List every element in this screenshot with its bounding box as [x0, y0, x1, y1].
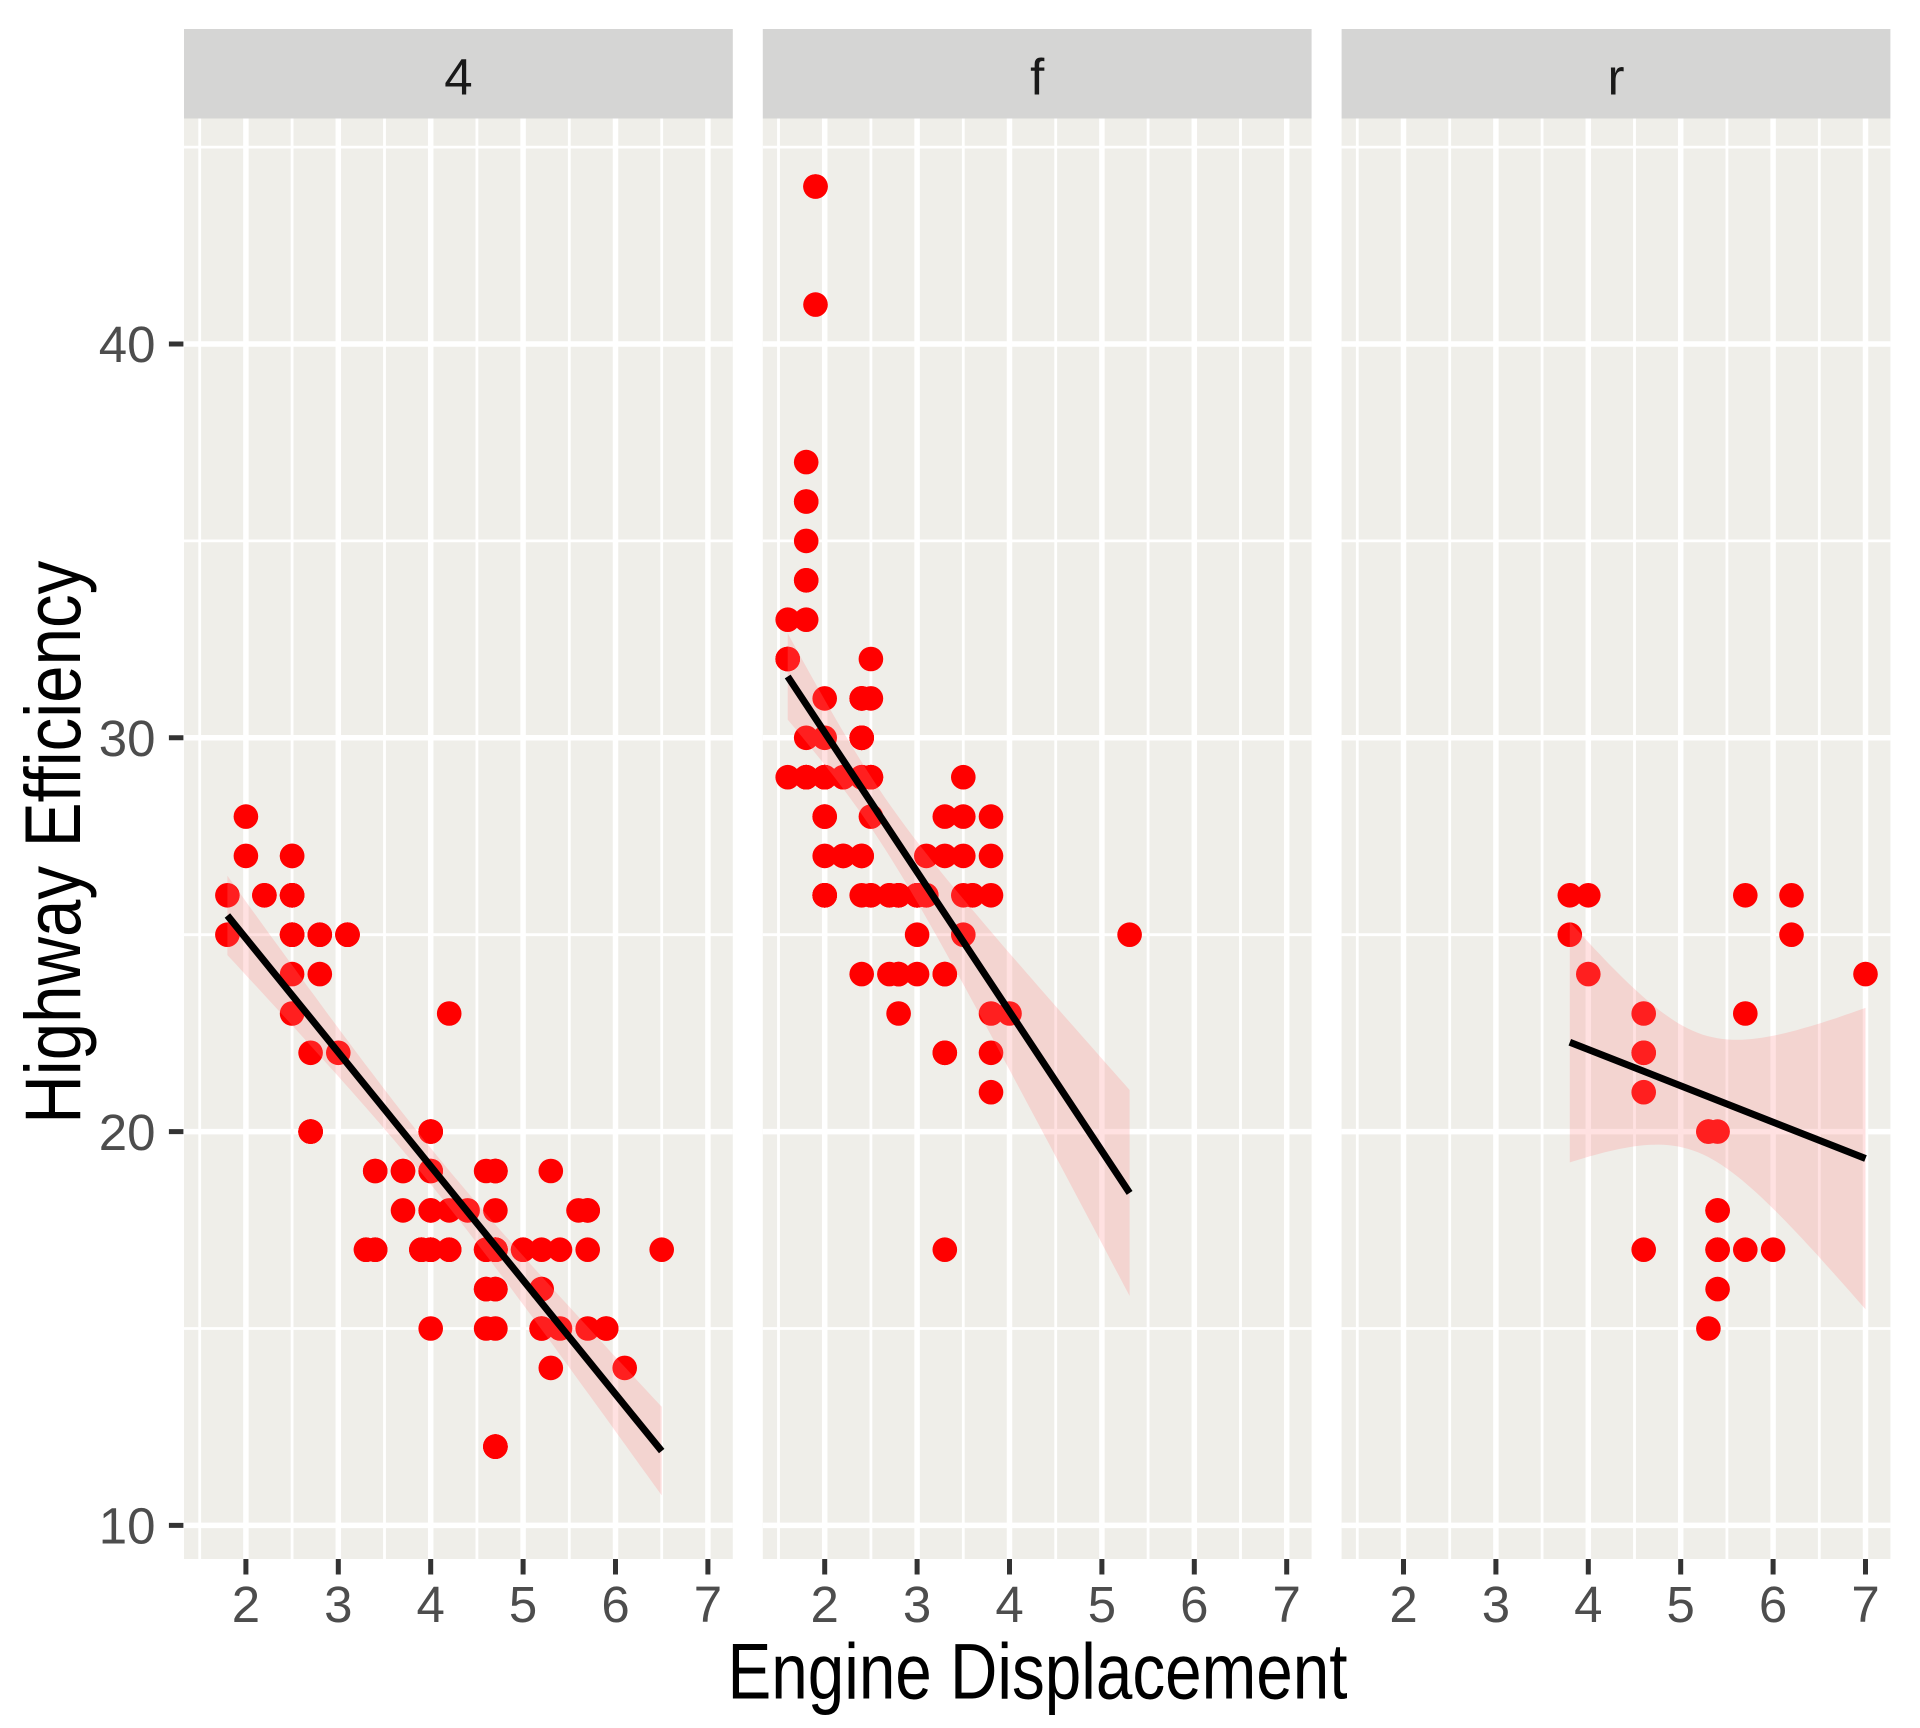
svg-text:6: 6 — [1180, 1576, 1208, 1633]
svg-text:f: f — [1030, 49, 1045, 106]
svg-text:4: 4 — [417, 1576, 445, 1633]
svg-text:40: 40 — [99, 316, 156, 373]
svg-text:2: 2 — [1389, 1576, 1417, 1633]
svg-text:Highway Efficiency: Highway Efficiency — [8, 560, 97, 1123]
svg-text:4: 4 — [444, 49, 472, 106]
svg-text:4: 4 — [995, 1576, 1023, 1633]
svg-text:5: 5 — [509, 1576, 537, 1633]
svg-text:2: 2 — [232, 1576, 260, 1633]
svg-text:5: 5 — [1088, 1576, 1116, 1633]
svg-text:3: 3 — [1482, 1576, 1510, 1633]
svg-text:7: 7 — [694, 1576, 722, 1633]
svg-text:5: 5 — [1667, 1576, 1695, 1633]
svg-text:6: 6 — [601, 1576, 629, 1633]
svg-text:30: 30 — [99, 710, 156, 767]
svg-text:Engine Displacement: Engine Displacement — [728, 1627, 1348, 1716]
svg-text:10: 10 — [99, 1498, 156, 1555]
svg-text:20: 20 — [99, 1104, 156, 1161]
svg-text:6: 6 — [1759, 1576, 1787, 1633]
svg-text:r: r — [1608, 49, 1625, 106]
svg-text:3: 3 — [903, 1576, 931, 1633]
svg-text:7: 7 — [1273, 1576, 1301, 1633]
svg-text:3: 3 — [324, 1576, 352, 1633]
svg-text:4: 4 — [1574, 1576, 1602, 1633]
svg-text:2: 2 — [811, 1576, 839, 1633]
svg-text:7: 7 — [1851, 1576, 1879, 1633]
